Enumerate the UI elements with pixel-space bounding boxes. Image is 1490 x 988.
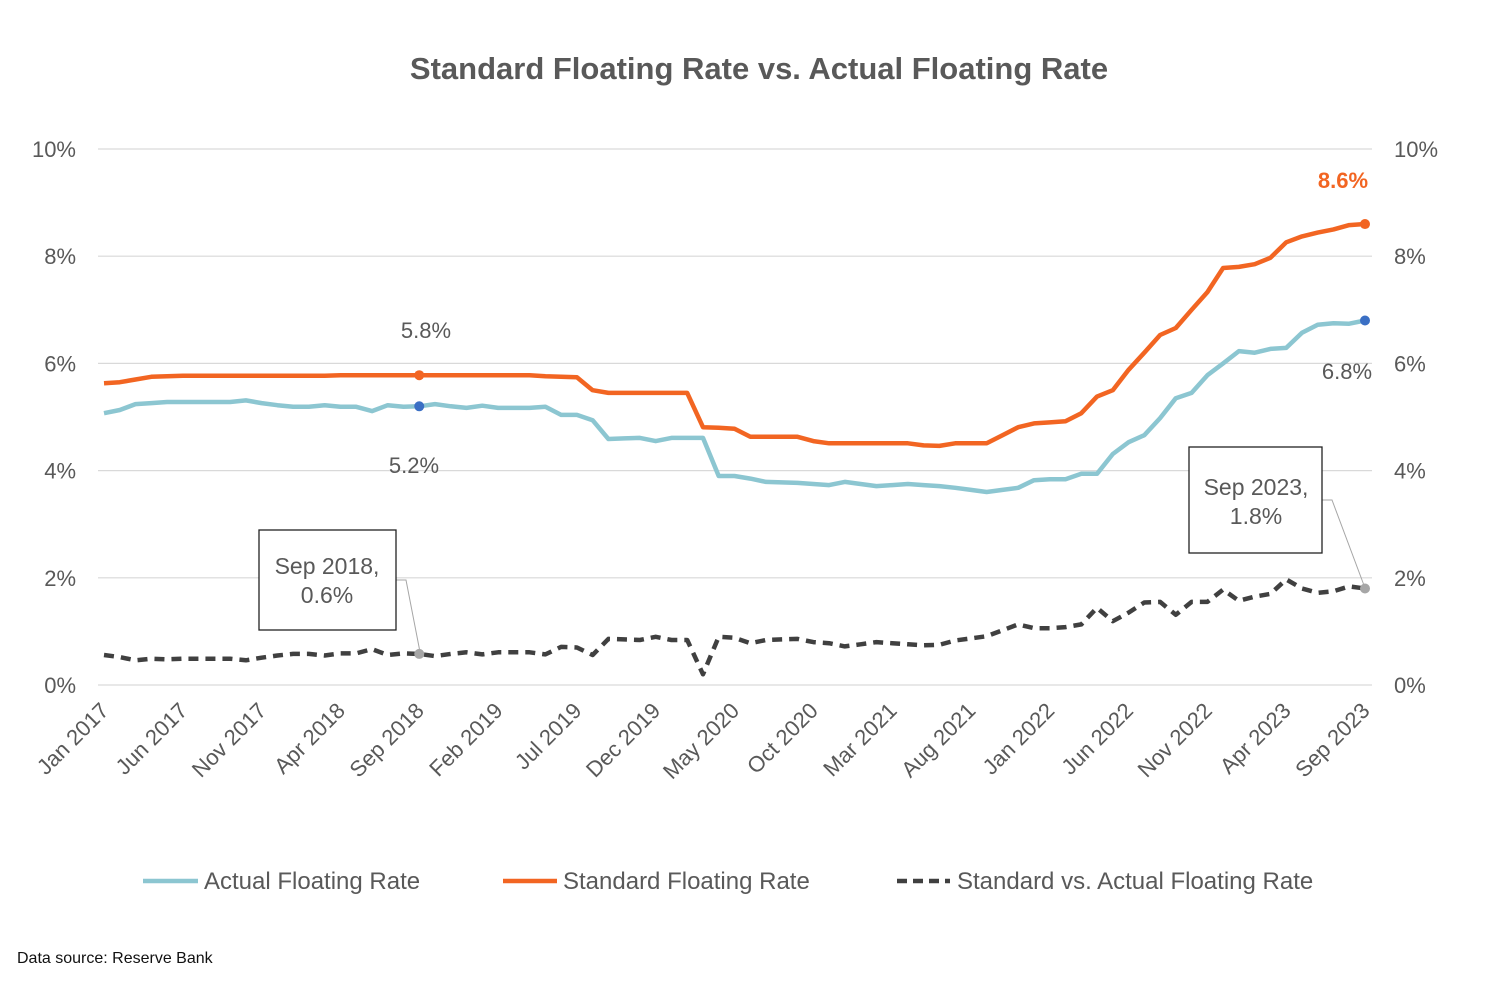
marker-actual-sep2023	[1360, 315, 1370, 326]
y-tick-label-left: 10%	[32, 137, 76, 162]
x-tick-label: May 2020	[658, 698, 744, 784]
legend-label-standard: Standard Floating Rate	[563, 868, 810, 895]
marker-diff-sep2018	[414, 648, 425, 659]
series-lines	[103, 221, 1366, 677]
x-tick-label: Jun 2022	[1056, 698, 1138, 780]
x-tick-label: Nov 2017	[187, 698, 271, 782]
data-source: Data source: Reserve Bank	[17, 950, 214, 967]
series-line-difference	[103, 577, 1366, 677]
y-tick-label-left: 4%	[44, 459, 76, 484]
markers	[414, 219, 1370, 659]
x-tick-label: Sep 2018	[344, 698, 428, 782]
y-axis-left: 0% 2% 4% 6% 8% 10%	[32, 137, 76, 698]
legend-label-diff: Standard vs. Actual Floating Rate	[957, 868, 1313, 895]
y-tick-label-left: 6%	[44, 351, 76, 376]
legend-item-diff: Standard vs. Actual Floating Rate	[897, 868, 1313, 895]
x-tick-label: Dec 2019	[581, 698, 665, 782]
x-tick-label: Jul 2019	[510, 698, 587, 775]
x-tick-label: Jan 2022	[978, 698, 1060, 780]
label-actual-sep2018: 5.2%	[389, 453, 439, 478]
chart-title: Standard Floating Rate vs. Actual Floati…	[410, 51, 1108, 86]
y-tick-label-right: 0%	[1394, 673, 1426, 698]
x-tick-label: Nov 2022	[1133, 698, 1217, 782]
marker-diff-sep2023	[1360, 583, 1370, 594]
x-tick-label: Mar 2021	[818, 698, 901, 781]
x-tick-label: Oct 2020	[742, 698, 823, 779]
x-tick-label: Aug 2021	[896, 698, 980, 782]
series-line-standard	[103, 221, 1366, 449]
legend-item-actual: Actual Floating Rate	[143, 868, 420, 895]
callout-sep2023: Sep 2023, 1.8%	[1188, 446, 1366, 589]
legend-item-standard: Standard Floating Rate	[503, 868, 810, 895]
y-tick-label-left: 2%	[44, 566, 76, 591]
callout-sep2018-line2: 0.6%	[301, 582, 353, 608]
x-tick-label: Jun 2017	[111, 698, 193, 780]
x-tick-label: Sep 2023	[1290, 698, 1374, 782]
y-tick-label-right: 6%	[1394, 351, 1426, 376]
series-line-actual	[103, 318, 1366, 495]
marker-standard-sep2023	[1360, 219, 1370, 230]
x-tick-label: Apr 2023	[1215, 698, 1296, 779]
y-axis-right: 0% 2% 4% 6% 8% 10%	[1394, 137, 1438, 698]
y-tick-label-right: 10%	[1394, 137, 1438, 162]
callout-sep2018: Sep 2018, 0.6%	[258, 529, 421, 653]
y-tick-label-right: 2%	[1394, 566, 1426, 591]
y-tick-label-left: 0%	[44, 673, 76, 698]
legend-label-actual: Actual Floating Rate	[204, 868, 420, 895]
label-standard-sep2023: 8.6%	[1318, 168, 1368, 193]
callout-sep2023-line2: 1.8%	[1230, 503, 1282, 529]
y-tick-label-right: 8%	[1394, 244, 1426, 269]
marker-standard-sep2018	[414, 370, 425, 381]
x-tick-label: Jan 2017	[32, 698, 114, 780]
x-tick-label: Feb 2019	[424, 698, 507, 781]
y-tick-label-right: 4%	[1394, 459, 1426, 484]
label-standard-sep2018: 5.8%	[401, 318, 451, 343]
y-tick-label-left: 8%	[44, 244, 76, 269]
marker-actual-sep2018	[414, 401, 425, 412]
label-actual-sep2023: 6.8%	[1322, 359, 1372, 384]
callout-sep2018-line1: Sep 2018,	[275, 553, 380, 579]
callout-sep2023-line1: Sep 2023,	[1204, 474, 1309, 500]
legend: Actual Floating Rate Standard Floating R…	[143, 868, 1313, 895]
x-tick-label: Apr 2018	[269, 698, 350, 779]
